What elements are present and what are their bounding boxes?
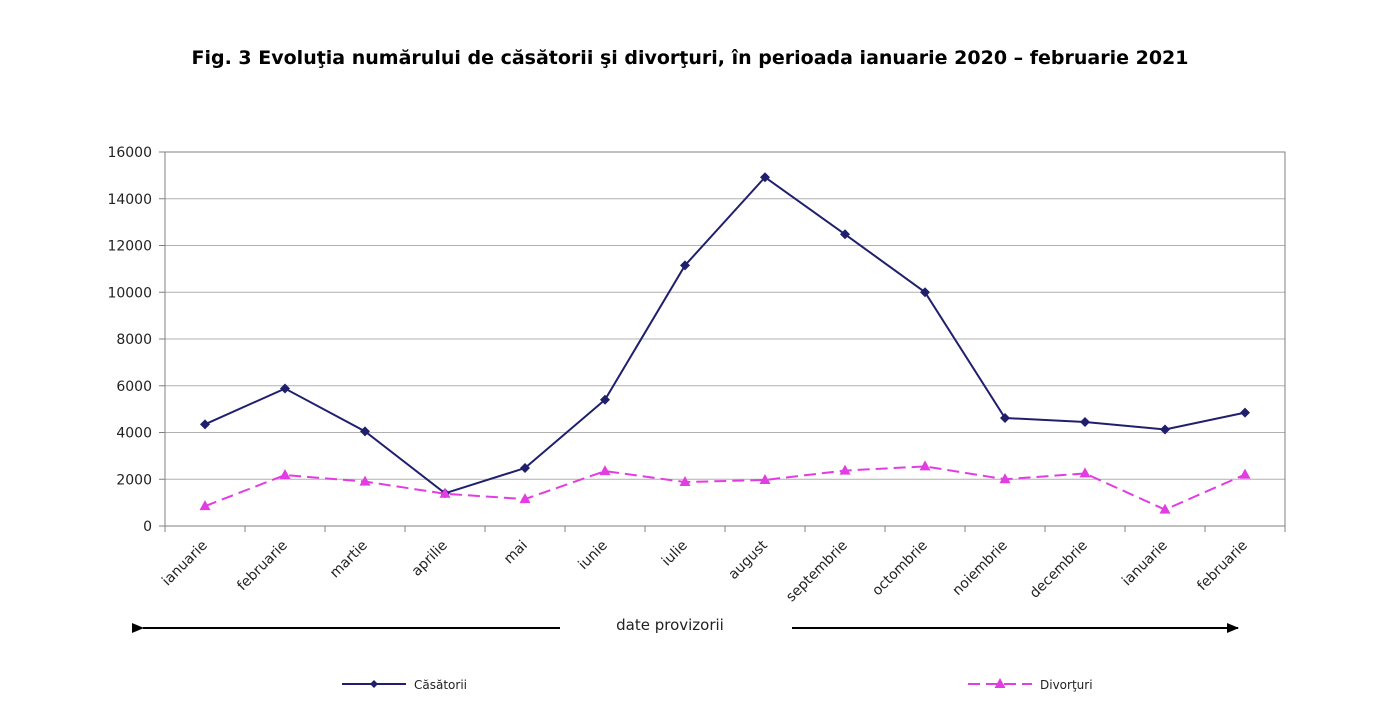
data-point (679, 476, 691, 487)
data-point (519, 493, 531, 504)
y-tick-label: 14000 (107, 192, 152, 208)
data-point (599, 465, 611, 476)
data-point (200, 419, 210, 430)
legend: Căsătorii Divorţuri (342, 678, 1093, 692)
data-point (359, 475, 371, 486)
y-tick-label: 8000 (116, 332, 152, 348)
axes: 0 2000 4000 6000 8000 10000 12000 14000 16000 ian… (107, 145, 1286, 606)
data-point (439, 487, 451, 498)
x-tick-label: februarie (234, 538, 291, 595)
legend-label: Căsătorii (414, 678, 467, 692)
note-label: date provizorii (616, 616, 724, 634)
x-tick-label: februarie (1194, 538, 1251, 595)
x-tick-label: noiembrie (949, 538, 1010, 599)
series-line (204, 175, 1246, 495)
series-line (204, 465, 1246, 511)
data-point (840, 229, 850, 240)
y-tick-label: 0 (143, 519, 152, 535)
x-tick-label: septembrie (783, 538, 851, 606)
data-point (1079, 467, 1091, 478)
legend-marker (994, 678, 1006, 688)
data-point (360, 426, 370, 437)
data-point (1159, 503, 1171, 514)
legend-item: Divorţuri (968, 678, 1093, 692)
legend-item: Căsătorii (342, 678, 467, 692)
data-point (839, 464, 851, 475)
data-point (680, 260, 690, 271)
x-tick-label: decembrie (1027, 538, 1091, 602)
series-divorturi (199, 460, 1251, 514)
y-tick-label: 6000 (116, 379, 152, 395)
data-point (1080, 416, 1090, 427)
data-point (1239, 468, 1251, 479)
data-point (1160, 424, 1170, 435)
x-tick-label: august (726, 537, 772, 583)
legend-marker (370, 680, 378, 688)
data-point (920, 287, 930, 298)
data-point (600, 394, 610, 405)
data-point (279, 469, 291, 480)
x-tick-label: ianuarie (1119, 538, 1171, 590)
data-point (1000, 413, 1010, 424)
x-tick-label: iunie (575, 538, 610, 573)
data-point (280, 383, 290, 394)
y-tick-label: 16000 (107, 145, 152, 161)
y-tick-label: 4000 (116, 426, 152, 442)
y-tick-label: 10000 (107, 285, 152, 301)
data-point (1240, 407, 1250, 418)
x-tick-label: ianuarie (159, 538, 211, 590)
chart-title: Fig. 3 Evoluţia numărului de căsătorii ş… (191, 47, 1189, 69)
x-tick-label: martie (327, 538, 371, 582)
x-tick-label: iulie (659, 538, 691, 570)
series (199, 172, 1251, 514)
legend-label: Divorţuri (1040, 678, 1093, 692)
x-tick-label: aprilie (409, 538, 451, 580)
x-tick-label: octombrie (869, 538, 931, 600)
data-point (759, 473, 771, 484)
data-point (520, 463, 530, 474)
series-casatorii (200, 172, 1250, 499)
y-tick-label: 2000 (116, 472, 152, 488)
data-point (919, 460, 931, 471)
x-tick-label: mai (501, 538, 531, 568)
date-note: date provizorii (132, 616, 1239, 634)
gridlines (165, 151, 1285, 480)
data-point (999, 473, 1011, 484)
data-point (760, 172, 770, 183)
data-point (199, 500, 211, 511)
y-tick-label: 12000 (107, 239, 152, 255)
